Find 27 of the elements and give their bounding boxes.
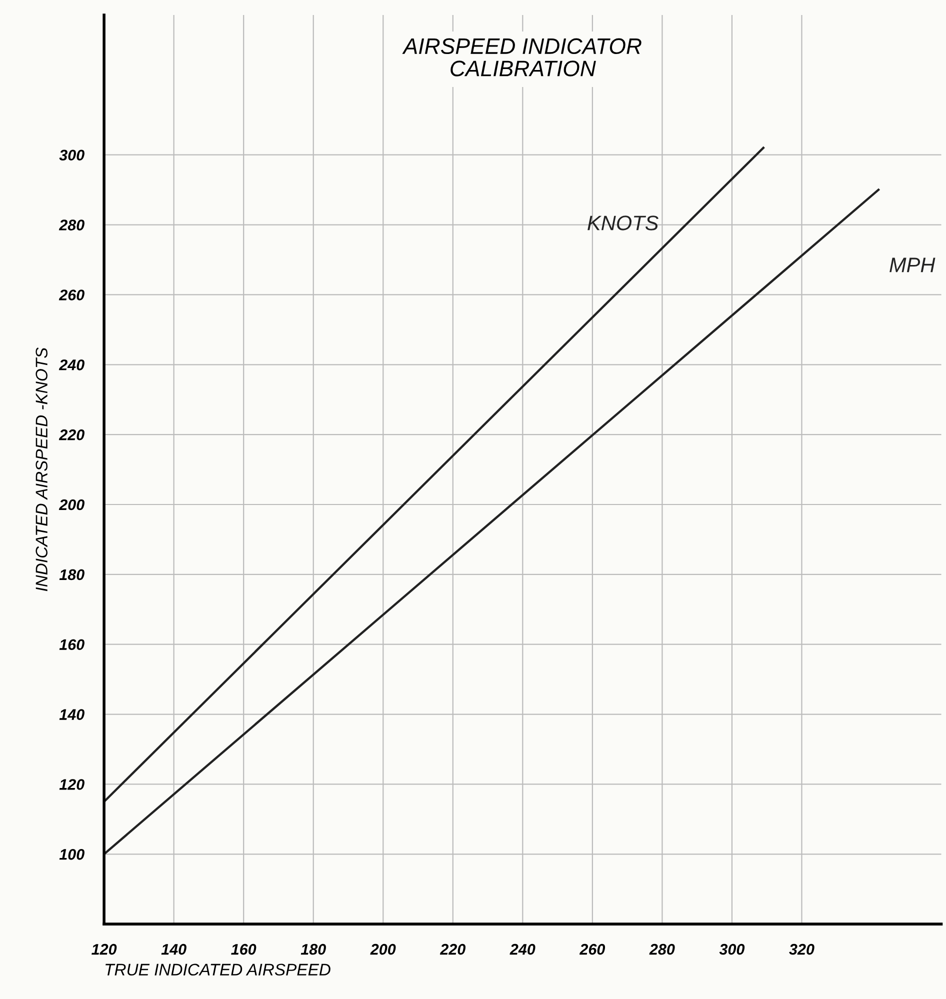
x-tick-label: 140	[161, 944, 186, 955]
y-tick-label: 120	[59, 779, 84, 790]
x-tick-label: 220	[440, 944, 466, 955]
series-label: KNOTS	[588, 216, 658, 230]
x-tick-label: 200	[370, 944, 396, 955]
text: MPH	[890, 258, 936, 272]
y-tick-label: 140	[59, 709, 84, 720]
y-tick-label: 220	[58, 429, 84, 440]
y-tick-label: 240	[58, 360, 84, 370]
x-tick-label: 240	[510, 944, 536, 955]
x-axis-title: TRUE INDICATED AIRSPEED	[106, 964, 330, 976]
y-axis-title: INDICATED AIRSPEED -KNOTS	[36, 347, 48, 592]
y-tick-label: 260	[58, 290, 84, 300]
y-tick-label: 300	[59, 150, 84, 161]
x-tick-label: 120	[92, 944, 117, 955]
x-tick-label: 160	[231, 944, 256, 955]
y-tick-label: 280	[58, 220, 84, 230]
y-tick-label: 180	[59, 569, 84, 580]
x-tick-label: 180	[300, 944, 326, 955]
text: AIRSPEED INDICATOR CALIBRATION	[402, 38, 642, 76]
y-tick-label: 100	[59, 849, 84, 860]
x-tick-label: 260	[579, 944, 606, 955]
y-tick-label: 200	[58, 499, 84, 510]
y-tick-label: 160	[59, 639, 84, 650]
x-tick-label: 300	[719, 944, 745, 955]
x-tick-label: 280	[649, 944, 675, 955]
x-tick-label: 320	[789, 944, 814, 955]
